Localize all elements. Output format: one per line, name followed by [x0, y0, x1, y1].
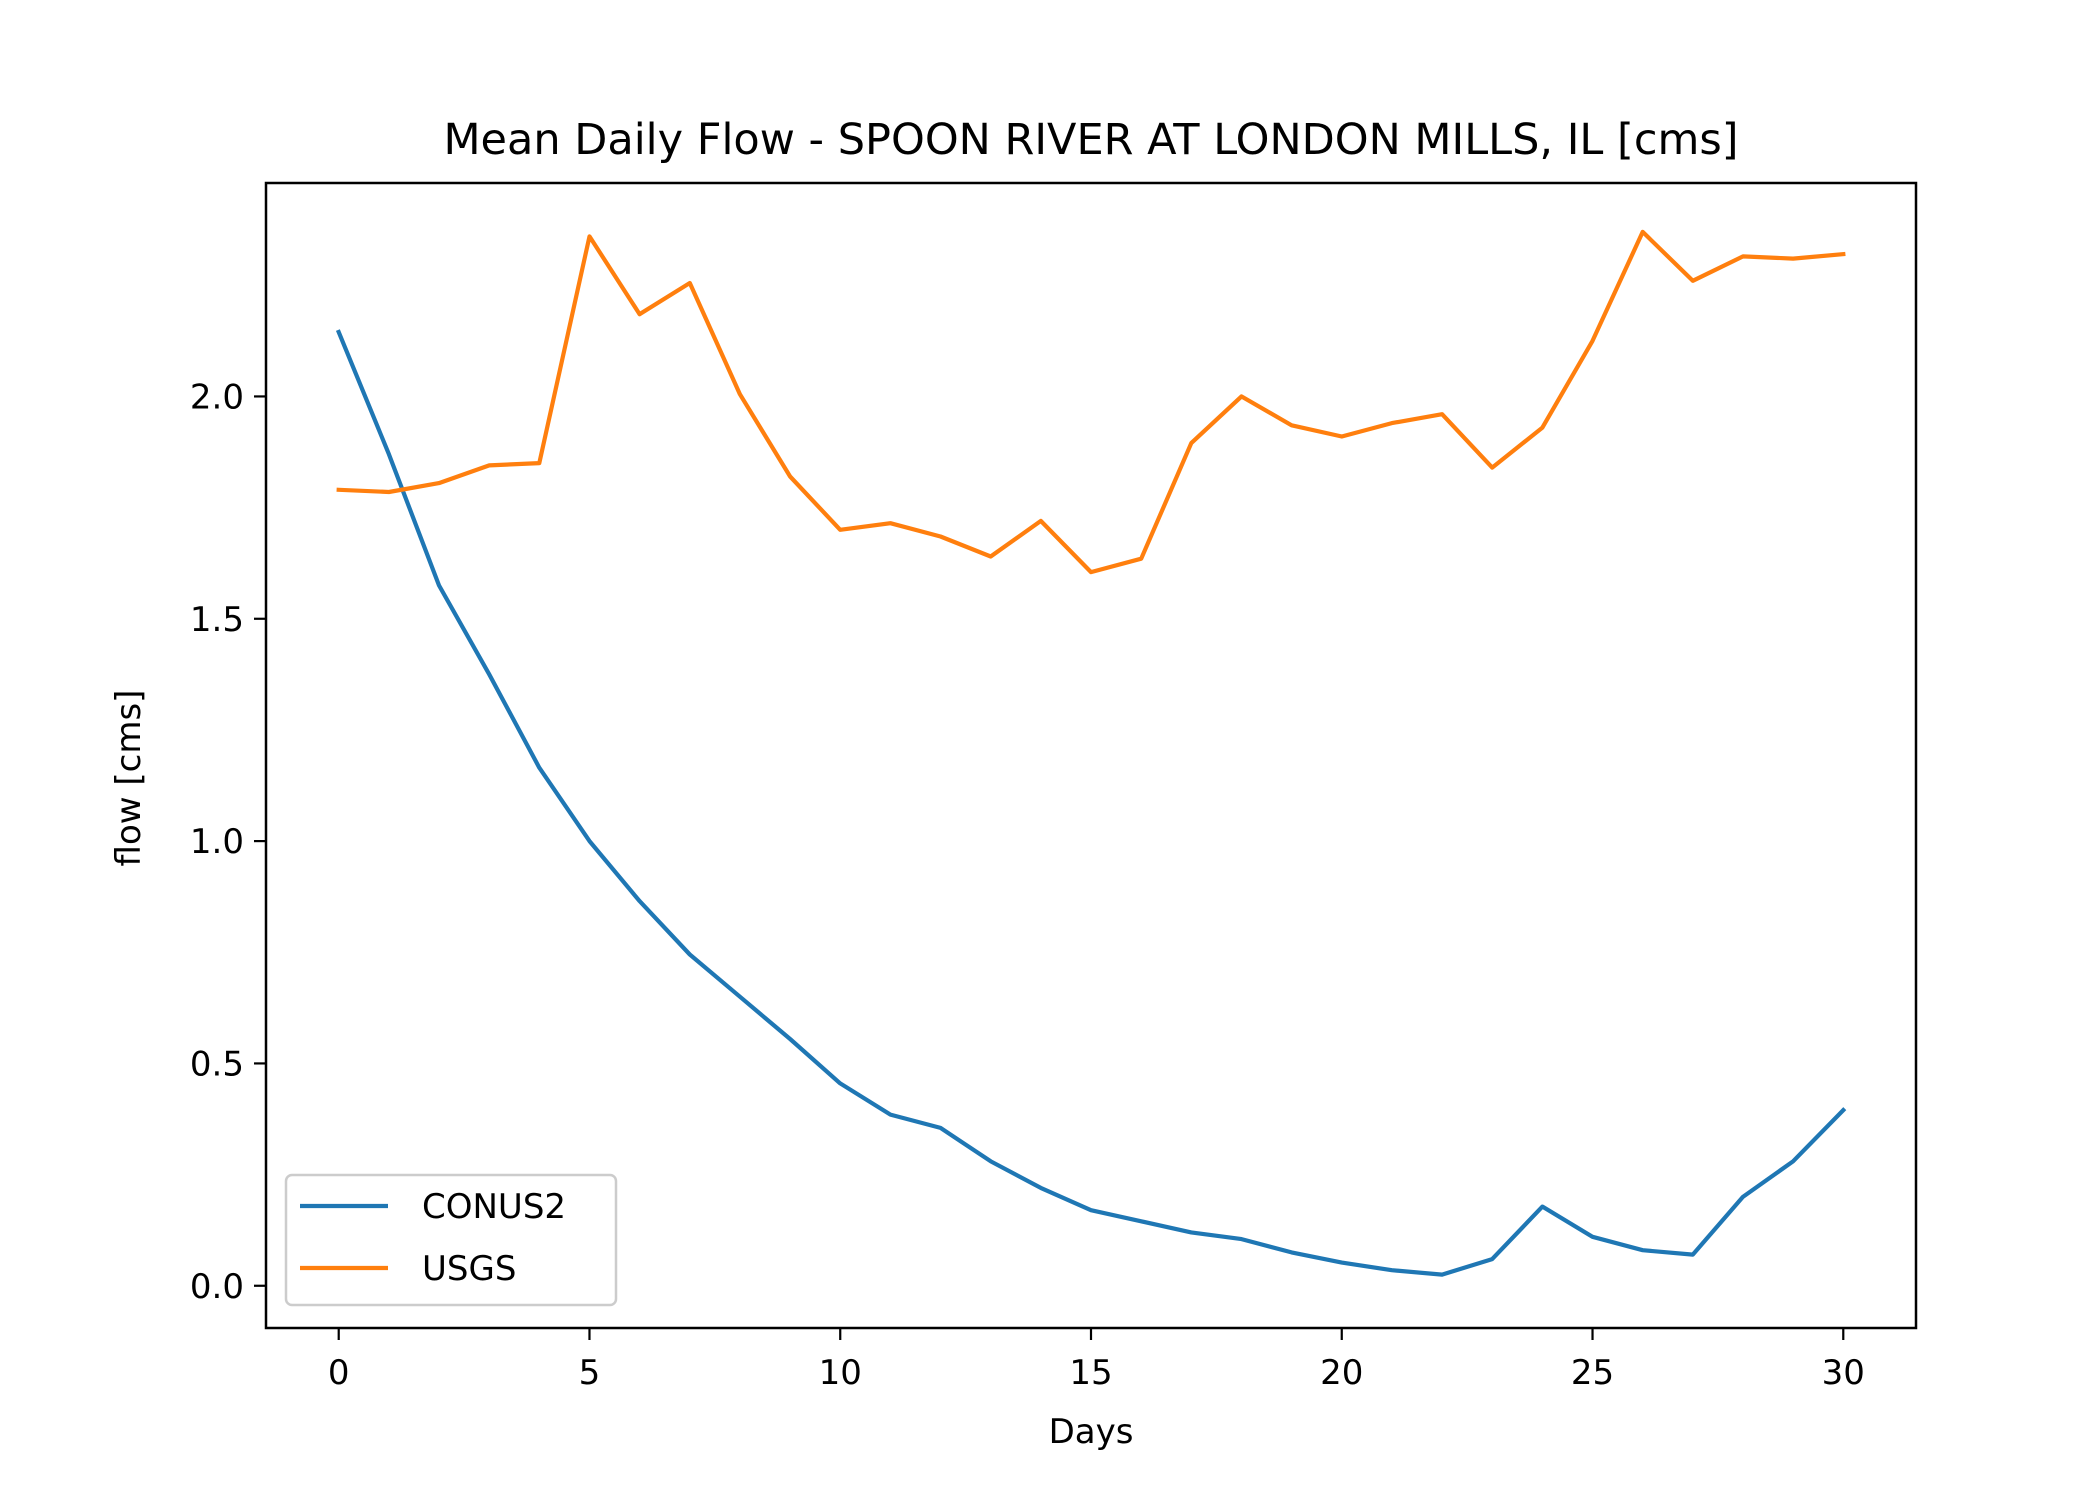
- legend-items: CONUS2 USGS: [300, 1187, 566, 1289]
- y-tick-label: 1.5: [190, 600, 244, 640]
- y-tick-label: 0.0: [190, 1267, 244, 1307]
- y-axis: 0.0 0.5 1.0 1.5 2.0: [190, 377, 266, 1307]
- x-tick-label: 5: [579, 1353, 601, 1393]
- chart-title: Mean Daily Flow - SPOON RIVER AT LONDON …: [443, 115, 1738, 165]
- plot-area: [264, 181, 1918, 1330]
- series-line-usgs: [336, 229, 1846, 575]
- legend-label-usgs: USGS: [422, 1249, 516, 1289]
- plot-background: [266, 183, 1916, 1328]
- legend: CONUS2 USGS: [284, 1173, 618, 1307]
- y-tick-label: 0.5: [190, 1044, 244, 1084]
- x-tick-label: 0: [328, 1353, 350, 1393]
- y-tick-label: 1.0: [190, 822, 244, 862]
- y-tick-label: 2.0: [190, 377, 244, 417]
- x-tick-label: 20: [1320, 1353, 1363, 1393]
- x-axis: 0 5 10 15 20 25 30: [328, 1328, 1865, 1393]
- x-tick-label: 30: [1822, 1353, 1865, 1393]
- x-tick-label: 15: [1069, 1353, 1112, 1393]
- y-axis-label: flow [cms]: [109, 690, 149, 867]
- series-line-conus2: [335, 329, 1847, 1277]
- x-tick-label: 25: [1571, 1353, 1614, 1393]
- legend-label-conus2: CONUS2: [422, 1187, 566, 1227]
- x-axis-label: Days: [1049, 1412, 1134, 1452]
- series-layer: [335, 229, 1847, 1277]
- x-tick-label: 10: [819, 1353, 862, 1393]
